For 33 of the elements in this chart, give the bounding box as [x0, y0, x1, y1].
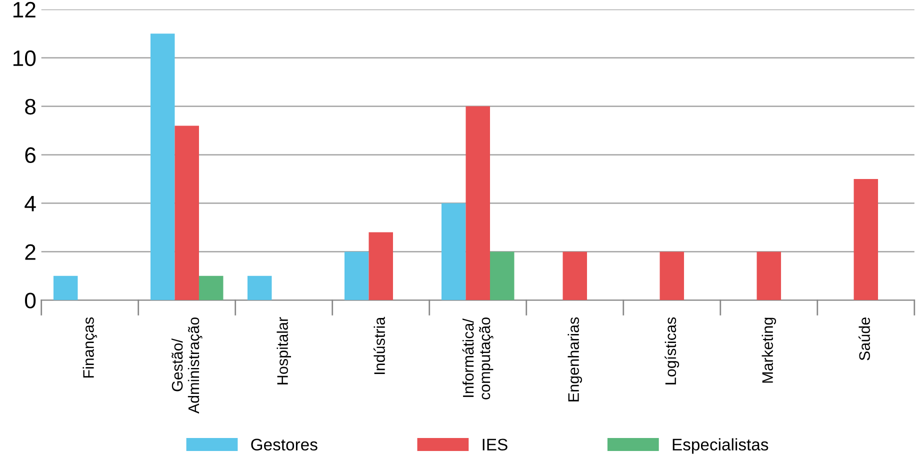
bar	[198, 276, 224, 300]
x-tick-label: Finanças	[82, 317, 98, 378]
bar	[174, 126, 199, 300]
bar	[344, 252, 369, 300]
x-tick-label: Saúde	[858, 318, 870, 360]
bar	[660, 252, 684, 300]
legend-label: Especialistas	[672, 438, 768, 454]
x-tick-label: Indústria	[374, 316, 385, 374]
bar	[247, 276, 272, 300]
y-tick-label: 10	[13, 50, 36, 66]
bar	[756, 252, 782, 300]
legend-label: IES	[482, 438, 508, 451]
x-tick-label: Gestão/ Administração	[171, 317, 202, 414]
x-tick-label: Marketing	[762, 318, 776, 383]
y-tick-label: 2	[25, 244, 36, 260]
x-tick-label: Logísticas	[664, 317, 680, 384]
y-tick-label: 8	[25, 98, 36, 115]
bar	[368, 232, 393, 300]
bar	[442, 203, 466, 300]
bar	[466, 106, 490, 300]
y-tick-label: 4	[24, 196, 36, 212]
bar	[490, 252, 514, 300]
bar	[854, 179, 878, 300]
x-tick-label: Engenharias	[568, 317, 582, 402]
y-tick-label: 6	[25, 147, 36, 164]
bar	[53, 276, 78, 300]
bar	[562, 252, 588, 300]
x-tick-label: Informática/ computação	[462, 317, 494, 400]
y-tick-label: 0	[25, 292, 36, 308]
bar	[150, 34, 175, 300]
x-tick-label: Hospitalar	[276, 317, 291, 384]
legend-label: Gestores	[251, 438, 318, 451]
y-tick-label: 12	[13, 2, 36, 18]
